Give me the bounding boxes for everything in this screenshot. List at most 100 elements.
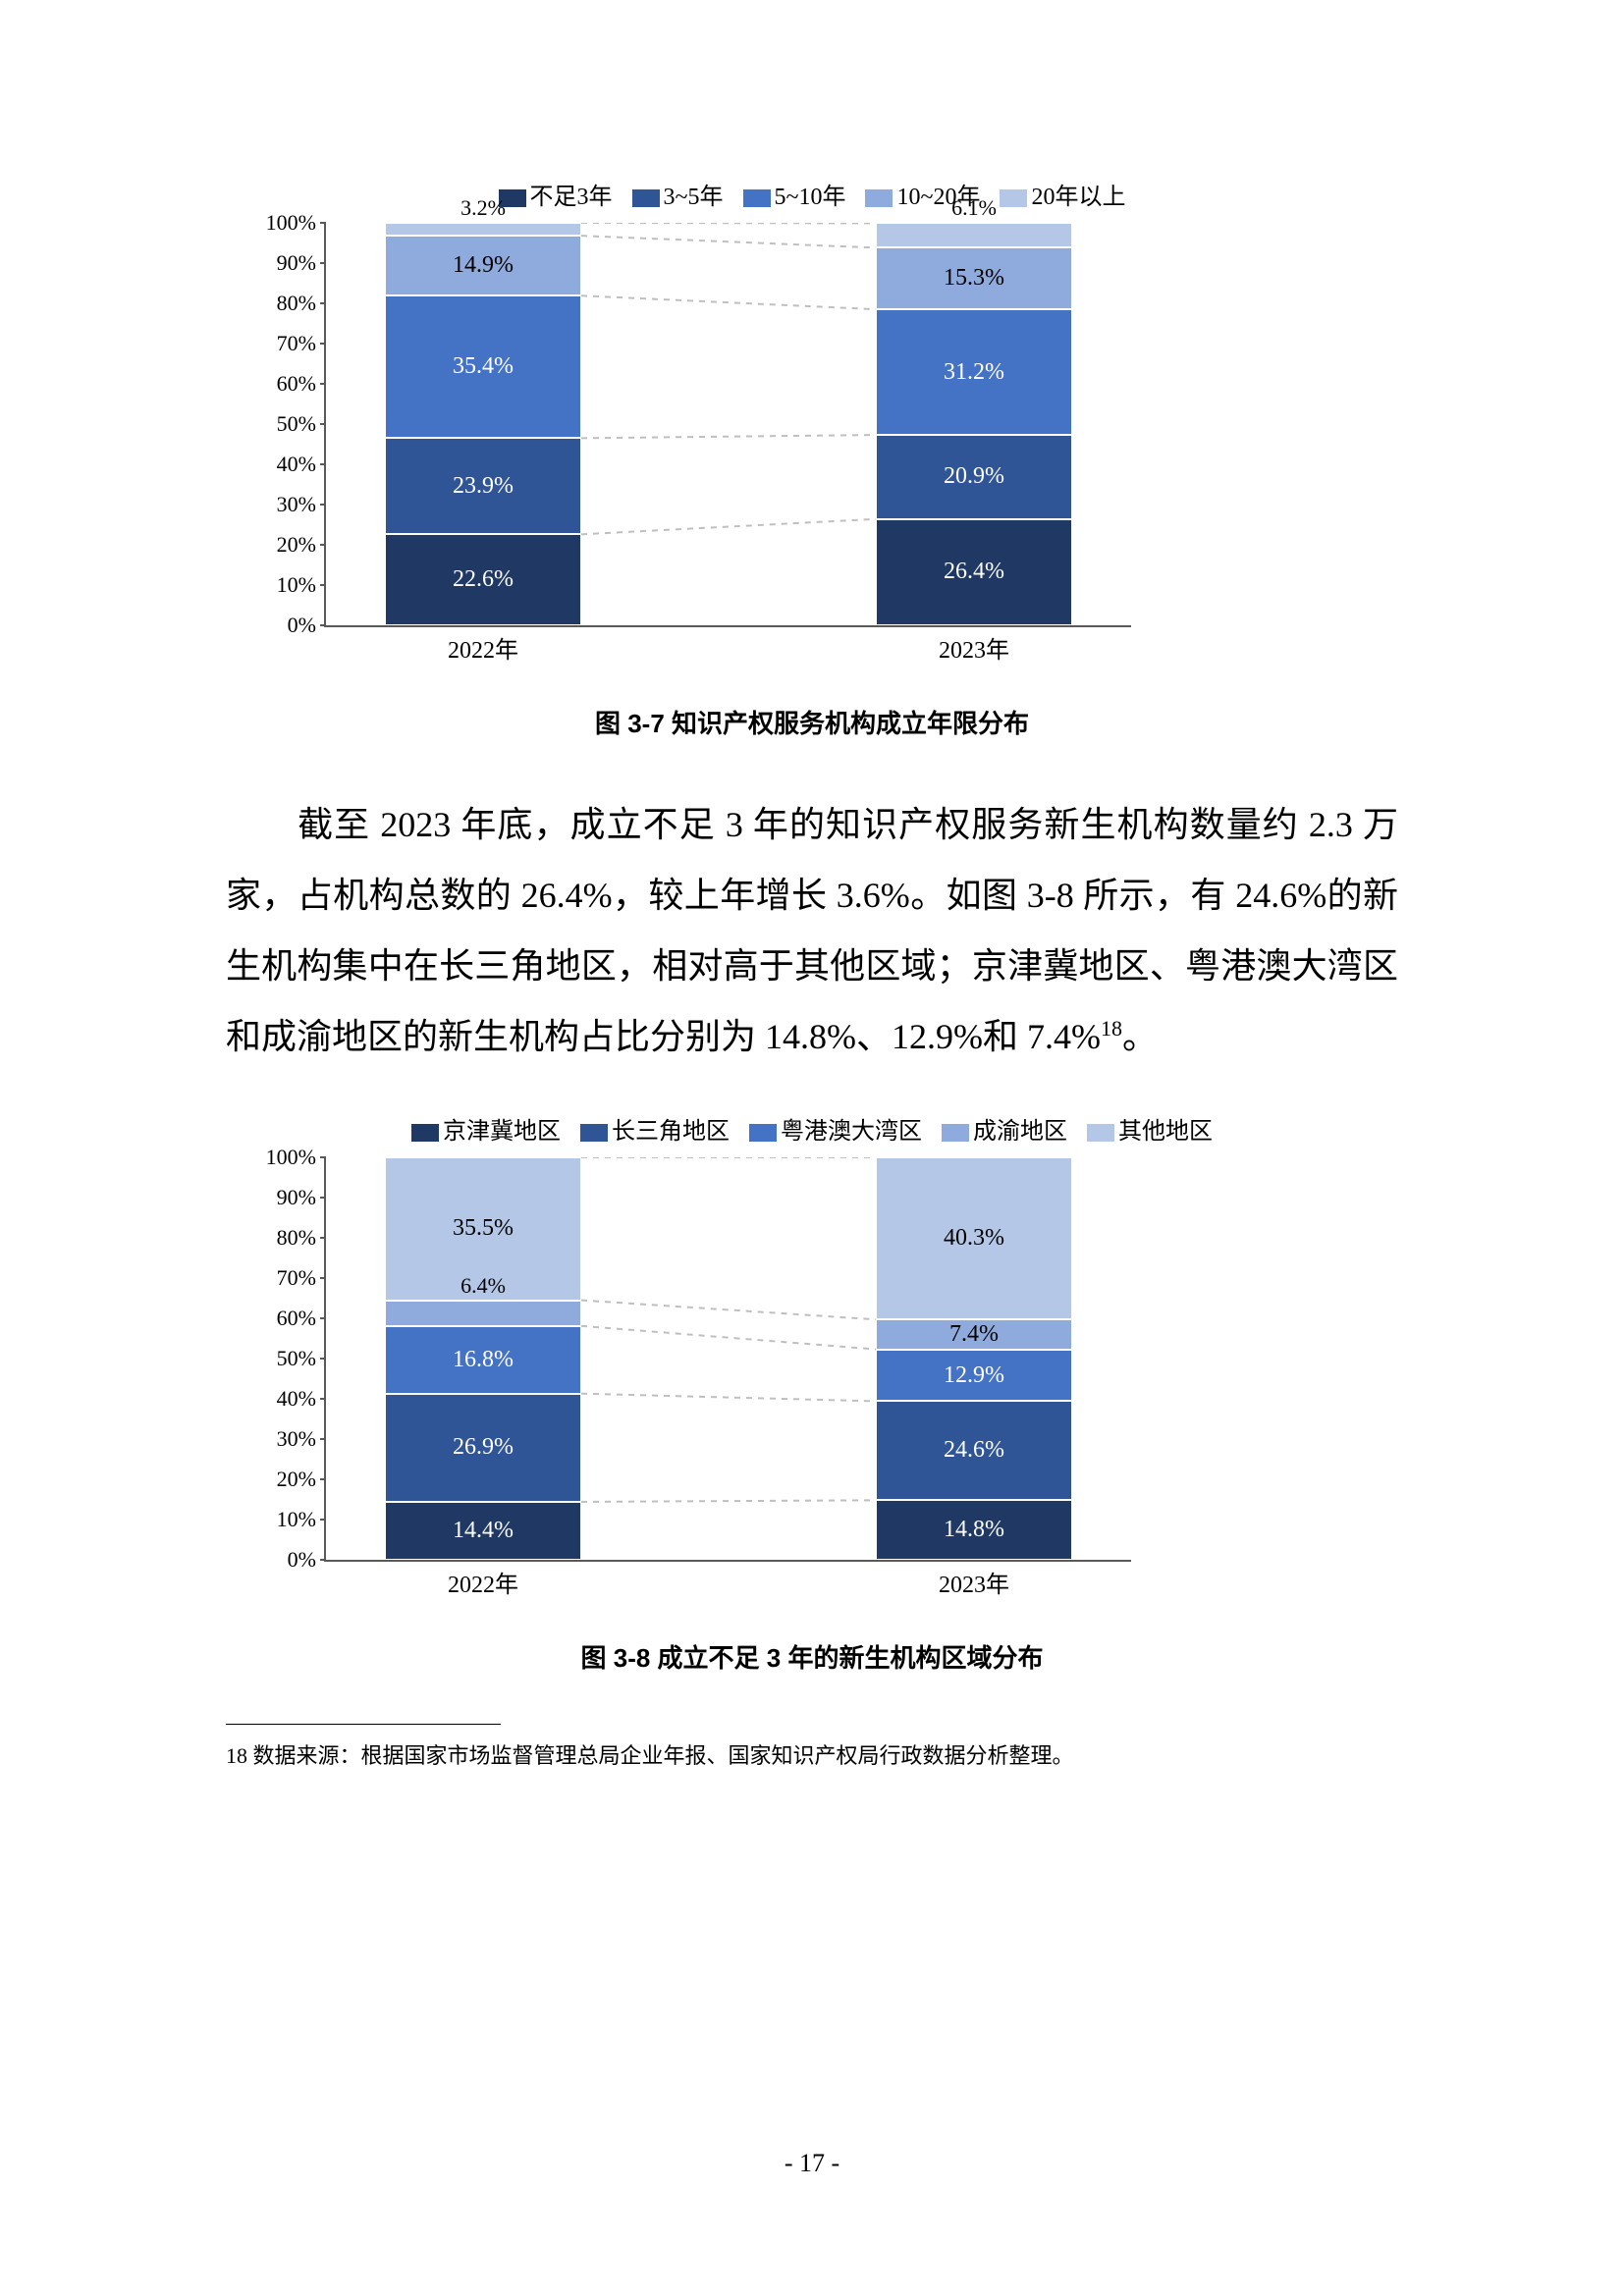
chart1-bar-segment — [876, 223, 1072, 247]
chart1-bar-column: 26.4%20.9%31.2%15.3% — [876, 223, 1072, 625]
chart1-ytick-mark — [320, 544, 326, 546]
chart-3-7: 不足3年3~5年5~10年10~20年20年以上 0%10%20%30%40%5… — [226, 177, 1398, 740]
body-paragraph: 截至 2023 年底，成立不足 3 年的知识产权服务新生机构数量约 2.3 万家… — [226, 789, 1398, 1072]
chart2-bar-column: 14.8%24.6%12.9%7.4%40.3% — [876, 1157, 1072, 1560]
chart1-ytick-label: 50% — [247, 411, 316, 437]
chart2-ytick-mark — [320, 1317, 326, 1319]
chart2-ytick-label: 10% — [247, 1507, 316, 1532]
chart2-ytick-mark — [320, 1559, 326, 1561]
chart2-bar-segment: 7.4% — [876, 1319, 1072, 1349]
chart2-legend-label: 京津冀地区 — [443, 1119, 561, 1145]
chart2-ytick-label: 30% — [247, 1426, 316, 1452]
chart1-ytick-label: 80% — [247, 291, 316, 316]
chart1-bar-segment — [385, 223, 581, 236]
chart1-legend-swatch — [743, 189, 771, 207]
chart2-ytick-mark — [320, 1237, 326, 1239]
chart2-ytick-mark — [320, 1438, 326, 1440]
chart2-ytick-mark — [320, 1197, 326, 1199]
chart2-ytick-label: 60% — [247, 1306, 316, 1331]
chart1-legend-swatch — [632, 189, 660, 207]
chart1-xaxis-label: 2022年 — [385, 630, 581, 665]
chart1-bar-segment: 35.4% — [385, 295, 581, 438]
footnote-rule — [226, 1724, 501, 1725]
chart1-legend-item: 3~5年 — [632, 177, 724, 211]
chart2-bar-column: 14.4%26.9%16.8%35.5% — [385, 1157, 581, 1560]
chart2-legend-swatch — [1087, 1124, 1114, 1142]
chart1-bar-segment: 22.6% — [385, 534, 581, 625]
footnote-text: 数据来源：根据国家市场监督管理总局企业年报、国家知识产权局行政数据分析整理。 — [253, 1743, 1074, 1768]
chart2-bar-segment: 12.9% — [876, 1350, 1072, 1402]
chart2-legend-item: 其他地区 — [1087, 1111, 1213, 1146]
chart2-ytick-mark — [320, 1519, 326, 1521]
chart1-ytick-mark — [320, 584, 326, 586]
chart1-ytick-mark — [320, 383, 326, 385]
chart2-ytick-mark — [320, 1358, 326, 1360]
chart1-ytick-mark — [320, 504, 326, 506]
chart2-legend-label: 粤港澳大湾区 — [781, 1119, 922, 1145]
chart1-bar-segment: 15.3% — [876, 247, 1072, 309]
chart2-ytick-mark — [320, 1277, 326, 1279]
chart1-legend-label: 3~5年 — [664, 185, 724, 210]
paragraph-end: 。 — [1122, 1017, 1158, 1056]
chart1-area: 0%10%20%30%40%50%60%70%80%90%100%22.6%23… — [324, 223, 1227, 665]
chart1-legend-item: 5~10年 — [743, 177, 846, 211]
paragraph-text: 截至 2023 年底，成立不足 3 年的知识产权服务新生机构数量约 2.3 万家… — [226, 805, 1398, 1056]
chart2-legend-swatch — [749, 1124, 777, 1142]
chart1-bar-segment: 23.9% — [385, 438, 581, 534]
chart1-ytick-mark — [320, 302, 326, 304]
chart2-ytick-label: 100% — [247, 1145, 316, 1170]
page-number: - 17 - — [0, 2149, 1624, 2178]
chart2-ytick-mark — [320, 1398, 326, 1400]
chart2-bar-segment: 16.8% — [385, 1326, 581, 1394]
chart2-ytick-mark — [320, 1156, 326, 1158]
chart2-xaxis-label: 2022年 — [385, 1565, 581, 1599]
chart1-ytick-mark — [320, 262, 326, 264]
chart1-xaxis-label: 2023年 — [876, 630, 1072, 665]
chart1-plot: 0%10%20%30%40%50%60%70%80%90%100%22.6%23… — [324, 223, 1131, 627]
chart1-ytick-label: 0% — [247, 613, 316, 638]
chart1-ytick-label: 30% — [247, 492, 316, 517]
chart1-ytick-mark — [320, 343, 326, 345]
chart2-ytick-label: 90% — [247, 1185, 316, 1210]
footnote: 18 数据来源：根据国家市场监督管理总局企业年报、国家知识产权局行政数据分析整理… — [226, 1738, 1398, 1773]
chart2-legend-swatch — [580, 1124, 608, 1142]
chart1-ytick-label: 60% — [247, 371, 316, 397]
chart1-bar-label-outside: 6.1% — [876, 195, 1072, 221]
chart2-bar-segment: 40.3% — [876, 1157, 1072, 1319]
chart2-ytick-label: 50% — [247, 1346, 316, 1371]
chart1-ytick-label: 20% — [247, 532, 316, 558]
chart2-plot: 0%10%20%30%40%50%60%70%80%90%100%14.4%26… — [324, 1157, 1131, 1562]
chart1-legend-label: 5~10年 — [775, 185, 846, 210]
chart1-bar-label-outside: 3.2% — [385, 195, 581, 221]
chart2-legend-swatch — [942, 1124, 969, 1142]
chart2-caption: 图 3-8 成立不足 3 年的新生机构区域分布 — [226, 1638, 1398, 1675]
chart2-legend-label: 成渝地区 — [973, 1119, 1067, 1145]
chart2-legend-label: 长三角地区 — [612, 1119, 730, 1145]
chart2-bar-segment: 26.9% — [385, 1394, 581, 1502]
chart2-ytick-label: 70% — [247, 1265, 316, 1291]
chart1-ytick-mark — [320, 463, 326, 465]
chart1-ytick-label: 90% — [247, 250, 316, 276]
chart1-caption: 图 3-7 知识产权服务机构成立年限分布 — [226, 704, 1398, 740]
chart2-xaxis-label: 2023年 — [876, 1565, 1072, 1599]
chart1-bar-column: 22.6%23.9%35.4%14.9% — [385, 223, 581, 625]
chart2-bar-segment: 24.6% — [876, 1401, 1072, 1500]
chart2-bar-segment — [385, 1301, 581, 1326]
chart2-legend-item: 长三角地区 — [580, 1111, 730, 1146]
chart2-ytick-label: 40% — [247, 1386, 316, 1412]
chart2-ytick-mark — [320, 1478, 326, 1480]
chart1-bar-segment: 20.9% — [876, 435, 1072, 519]
chart-3-8: 京津冀地区长三角地区粤港澳大湾区成渝地区其他地区 0%10%20%30%40%5… — [226, 1111, 1398, 1675]
chart2-ytick-label: 0% — [247, 1547, 316, 1573]
chart2-bar-segment: 14.4% — [385, 1502, 581, 1560]
chart2-legend-item: 成渝地区 — [942, 1111, 1067, 1146]
chart1-ytick-mark — [320, 423, 326, 425]
chart2-legend-label: 其他地区 — [1118, 1119, 1213, 1145]
footnote-num: 18 — [226, 1743, 247, 1768]
chart1-ytick-label: 100% — [247, 210, 316, 236]
chart2-legend: 京津冀地区 长三角地区 粤港澳大湾区 成渝地区 其他地区 — [226, 1111, 1398, 1146]
chart2-ytick-label: 20% — [247, 1467, 316, 1492]
chart1-ytick-mark — [320, 222, 326, 224]
chart2-legend-item: 粤港澳大湾区 — [749, 1111, 922, 1146]
chart2-legend-item: 京津冀地区 — [411, 1111, 561, 1146]
